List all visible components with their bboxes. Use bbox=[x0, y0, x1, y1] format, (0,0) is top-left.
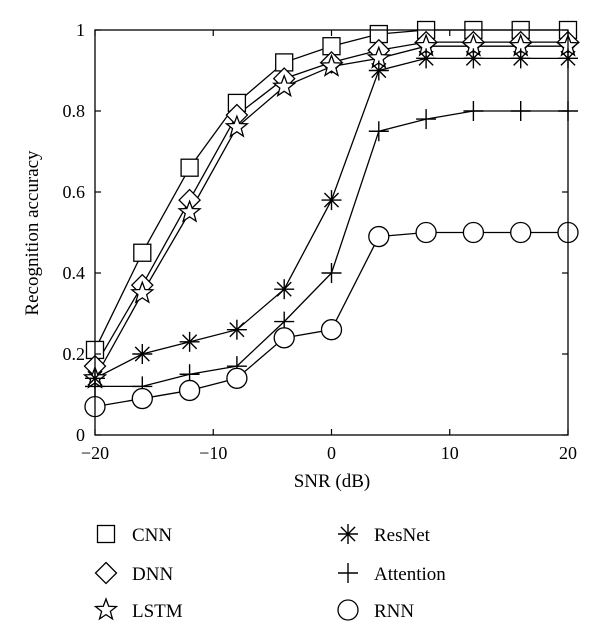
data-point-lstm bbox=[224, 114, 250, 138]
legend-item-resnet: ResNet bbox=[338, 524, 431, 546]
legend-marker-attention bbox=[338, 563, 358, 583]
y-tick-label: 0 bbox=[76, 425, 85, 445]
data-point-lstm bbox=[271, 73, 297, 98]
y-tick-label: 0.4 bbox=[63, 263, 86, 283]
legend-label-dnn: DNN bbox=[132, 564, 173, 585]
y-tick-label: 1 bbox=[76, 20, 85, 40]
axes: −20 −10 0 10 20 0 0.2 0.4 0.6 0.8 1 bbox=[63, 20, 578, 463]
data-point-rnn bbox=[368, 225, 390, 248]
x-tick-label: −10 bbox=[199, 443, 227, 463]
legend-item-dnn: DNN bbox=[94, 561, 173, 585]
x-axis-label: SNR (dB) bbox=[294, 471, 371, 492]
legend-label-cnn: CNN bbox=[132, 525, 172, 546]
data-point-rnn bbox=[510, 221, 532, 244]
data-point-resnet bbox=[416, 48, 437, 69]
data-point-lstm bbox=[130, 280, 155, 304]
legend-marker-lstm bbox=[93, 597, 119, 621]
legend-marker-dnn bbox=[94, 561, 118, 585]
data-point-attention bbox=[510, 101, 531, 121]
legend-item-rnn: RNN bbox=[337, 599, 414, 622]
data-point-resnet bbox=[463, 48, 484, 69]
legend-marker-resnet bbox=[338, 524, 358, 544]
data-point-attention bbox=[463, 101, 484, 121]
data-point-cnn bbox=[133, 243, 152, 262]
legend-label-resnet: ResNet bbox=[374, 525, 431, 546]
x-tick-label: 0 bbox=[327, 443, 336, 463]
legend-item-attention: Attention bbox=[338, 563, 446, 585]
y-tick-label: 0.2 bbox=[63, 344, 86, 364]
legend-marker-rnn bbox=[337, 599, 359, 621]
y-tick-label: 0.6 bbox=[63, 182, 86, 202]
legend-marker-cnn bbox=[96, 524, 116, 544]
data-point-resnet bbox=[226, 319, 247, 340]
data-point-rnn bbox=[415, 221, 437, 244]
data-point-resnet bbox=[274, 279, 295, 300]
plot-area bbox=[82, 20, 581, 418]
x-tick-label: 10 bbox=[441, 443, 459, 463]
y-axis-label: Recognition accuracy bbox=[22, 150, 43, 316]
legend-item-lstm: LSTM bbox=[93, 597, 183, 622]
data-point-cnn bbox=[180, 158, 199, 177]
x-tick-label: −20 bbox=[81, 443, 109, 463]
data-point-lstm bbox=[319, 53, 344, 77]
data-point-rnn bbox=[462, 221, 485, 244]
data-point-resnet bbox=[179, 331, 200, 352]
y-tick-label: 0.8 bbox=[63, 101, 86, 121]
data-point-lstm bbox=[177, 199, 202, 223]
data-point-rnn bbox=[131, 387, 153, 410]
data-point-resnet bbox=[368, 60, 389, 81]
data-point-resnet bbox=[132, 344, 153, 364]
series-line-cnn bbox=[94, 29, 568, 351]
data-point-rnn bbox=[273, 327, 295, 349]
series-line-attention bbox=[95, 110, 568, 388]
data-point-resnet bbox=[510, 48, 531, 69]
legend-label-attention: Attention bbox=[374, 564, 446, 585]
legend-item-cnn: CNN bbox=[96, 524, 172, 546]
legend-label-lstm: LSTM bbox=[132, 601, 183, 622]
legend: CNN DNN LSTM ResNet Attention RNN bbox=[93, 524, 446, 622]
data-point-rnn bbox=[320, 319, 343, 341]
data-point-attention bbox=[416, 109, 437, 130]
x-tick-label: 20 bbox=[559, 443, 577, 463]
data-point-resnet bbox=[321, 190, 342, 211]
data-point-attention bbox=[368, 121, 389, 142]
data-point-attention bbox=[321, 263, 342, 283]
data-point-rnn bbox=[178, 379, 201, 402]
data-point-rnn bbox=[226, 367, 248, 389]
legend-label-rnn: RNN bbox=[374, 601, 414, 622]
